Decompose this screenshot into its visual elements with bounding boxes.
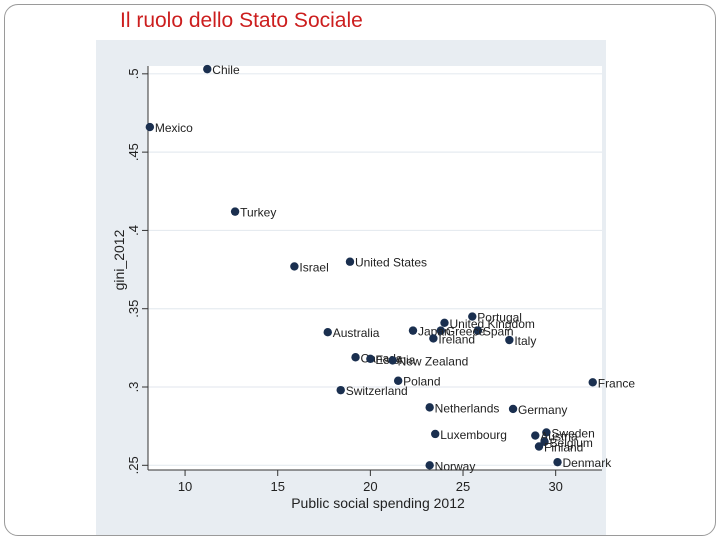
data-point	[542, 428, 551, 437]
data-point	[540, 437, 549, 447]
data-point	[425, 461, 434, 470]
data-point	[473, 326, 483, 335]
point-label: Denmark	[563, 456, 613, 470]
data-point	[336, 385, 345, 395]
point-label: Portugal	[477, 311, 522, 325]
point-label: Luxembourg	[440, 428, 507, 442]
point-label: Israel	[299, 260, 328, 274]
y-tick-label: .45	[126, 143, 141, 161]
data-point	[351, 353, 360, 362]
plot-area	[148, 66, 602, 470]
point-label: Mexico	[155, 121, 193, 135]
point-label: Finland	[544, 441, 583, 455]
data-point	[145, 122, 155, 132]
x-tick-label: 20	[363, 479, 377, 494]
data-point	[323, 328, 332, 337]
point-label: United States	[355, 256, 427, 270]
data-point	[553, 457, 562, 467]
data-point	[425, 403, 434, 412]
y-axis-title: gini_2012	[111, 229, 127, 290]
x-tick-label: 25	[456, 479, 470, 494]
data-point	[290, 262, 299, 271]
point-label: Norway	[435, 459, 476, 473]
data-point	[230, 207, 240, 216]
data-point	[366, 354, 375, 364]
data-point	[393, 376, 403, 385]
y-tick-label: .25	[126, 456, 141, 474]
data-point	[534, 442, 544, 451]
x-axis-title: Public social spending 2012	[291, 495, 465, 511]
x-tick-label: 15	[270, 479, 284, 494]
point-label: France	[598, 376, 636, 390]
point-label: Austria	[540, 430, 578, 444]
data-point	[440, 318, 449, 328]
data-point	[408, 326, 418, 335]
data-point	[345, 257, 355, 266]
point-label: Japan	[418, 325, 451, 339]
slide-title: Il ruolo dello Stato Sociale	[120, 9, 363, 32]
data-point	[431, 429, 440, 439]
y-tick-label: .35	[126, 300, 141, 318]
data-point	[508, 404, 518, 414]
point-label: Spain	[483, 325, 514, 339]
point-label: United Kingdom	[449, 317, 534, 331]
point-label: Chile	[212, 63, 240, 77]
y-tick-label: .3	[126, 382, 141, 393]
point-label: Ireland	[438, 332, 475, 346]
x-tick-label: 10	[178, 479, 192, 494]
y-tick-label: .4	[126, 225, 141, 236]
data-point	[531, 431, 540, 440]
point-label: Poland	[403, 375, 440, 389]
x-tick-label: 30	[548, 479, 562, 494]
point-label: Belgium	[550, 436, 593, 450]
point-label: Switzerland	[346, 384, 408, 398]
data-point	[436, 326, 445, 335]
data-point	[203, 64, 212, 74]
y-tick-label: .5	[126, 68, 141, 79]
data-point	[505, 335, 514, 345]
point-label: Turkey	[240, 206, 276, 220]
point-label: Italy	[514, 334, 536, 348]
point-label: Sweden	[551, 426, 594, 440]
point-label: Germany	[518, 403, 567, 417]
data-point	[388, 356, 397, 365]
point-label: New Zealand	[398, 354, 469, 368]
point-label: Greece	[446, 325, 486, 339]
point-label: Netherlands	[435, 401, 500, 415]
data-point	[468, 312, 477, 321]
point-label: Australia	[333, 326, 380, 340]
data-point	[588, 378, 597, 387]
data-point	[429, 334, 438, 343]
